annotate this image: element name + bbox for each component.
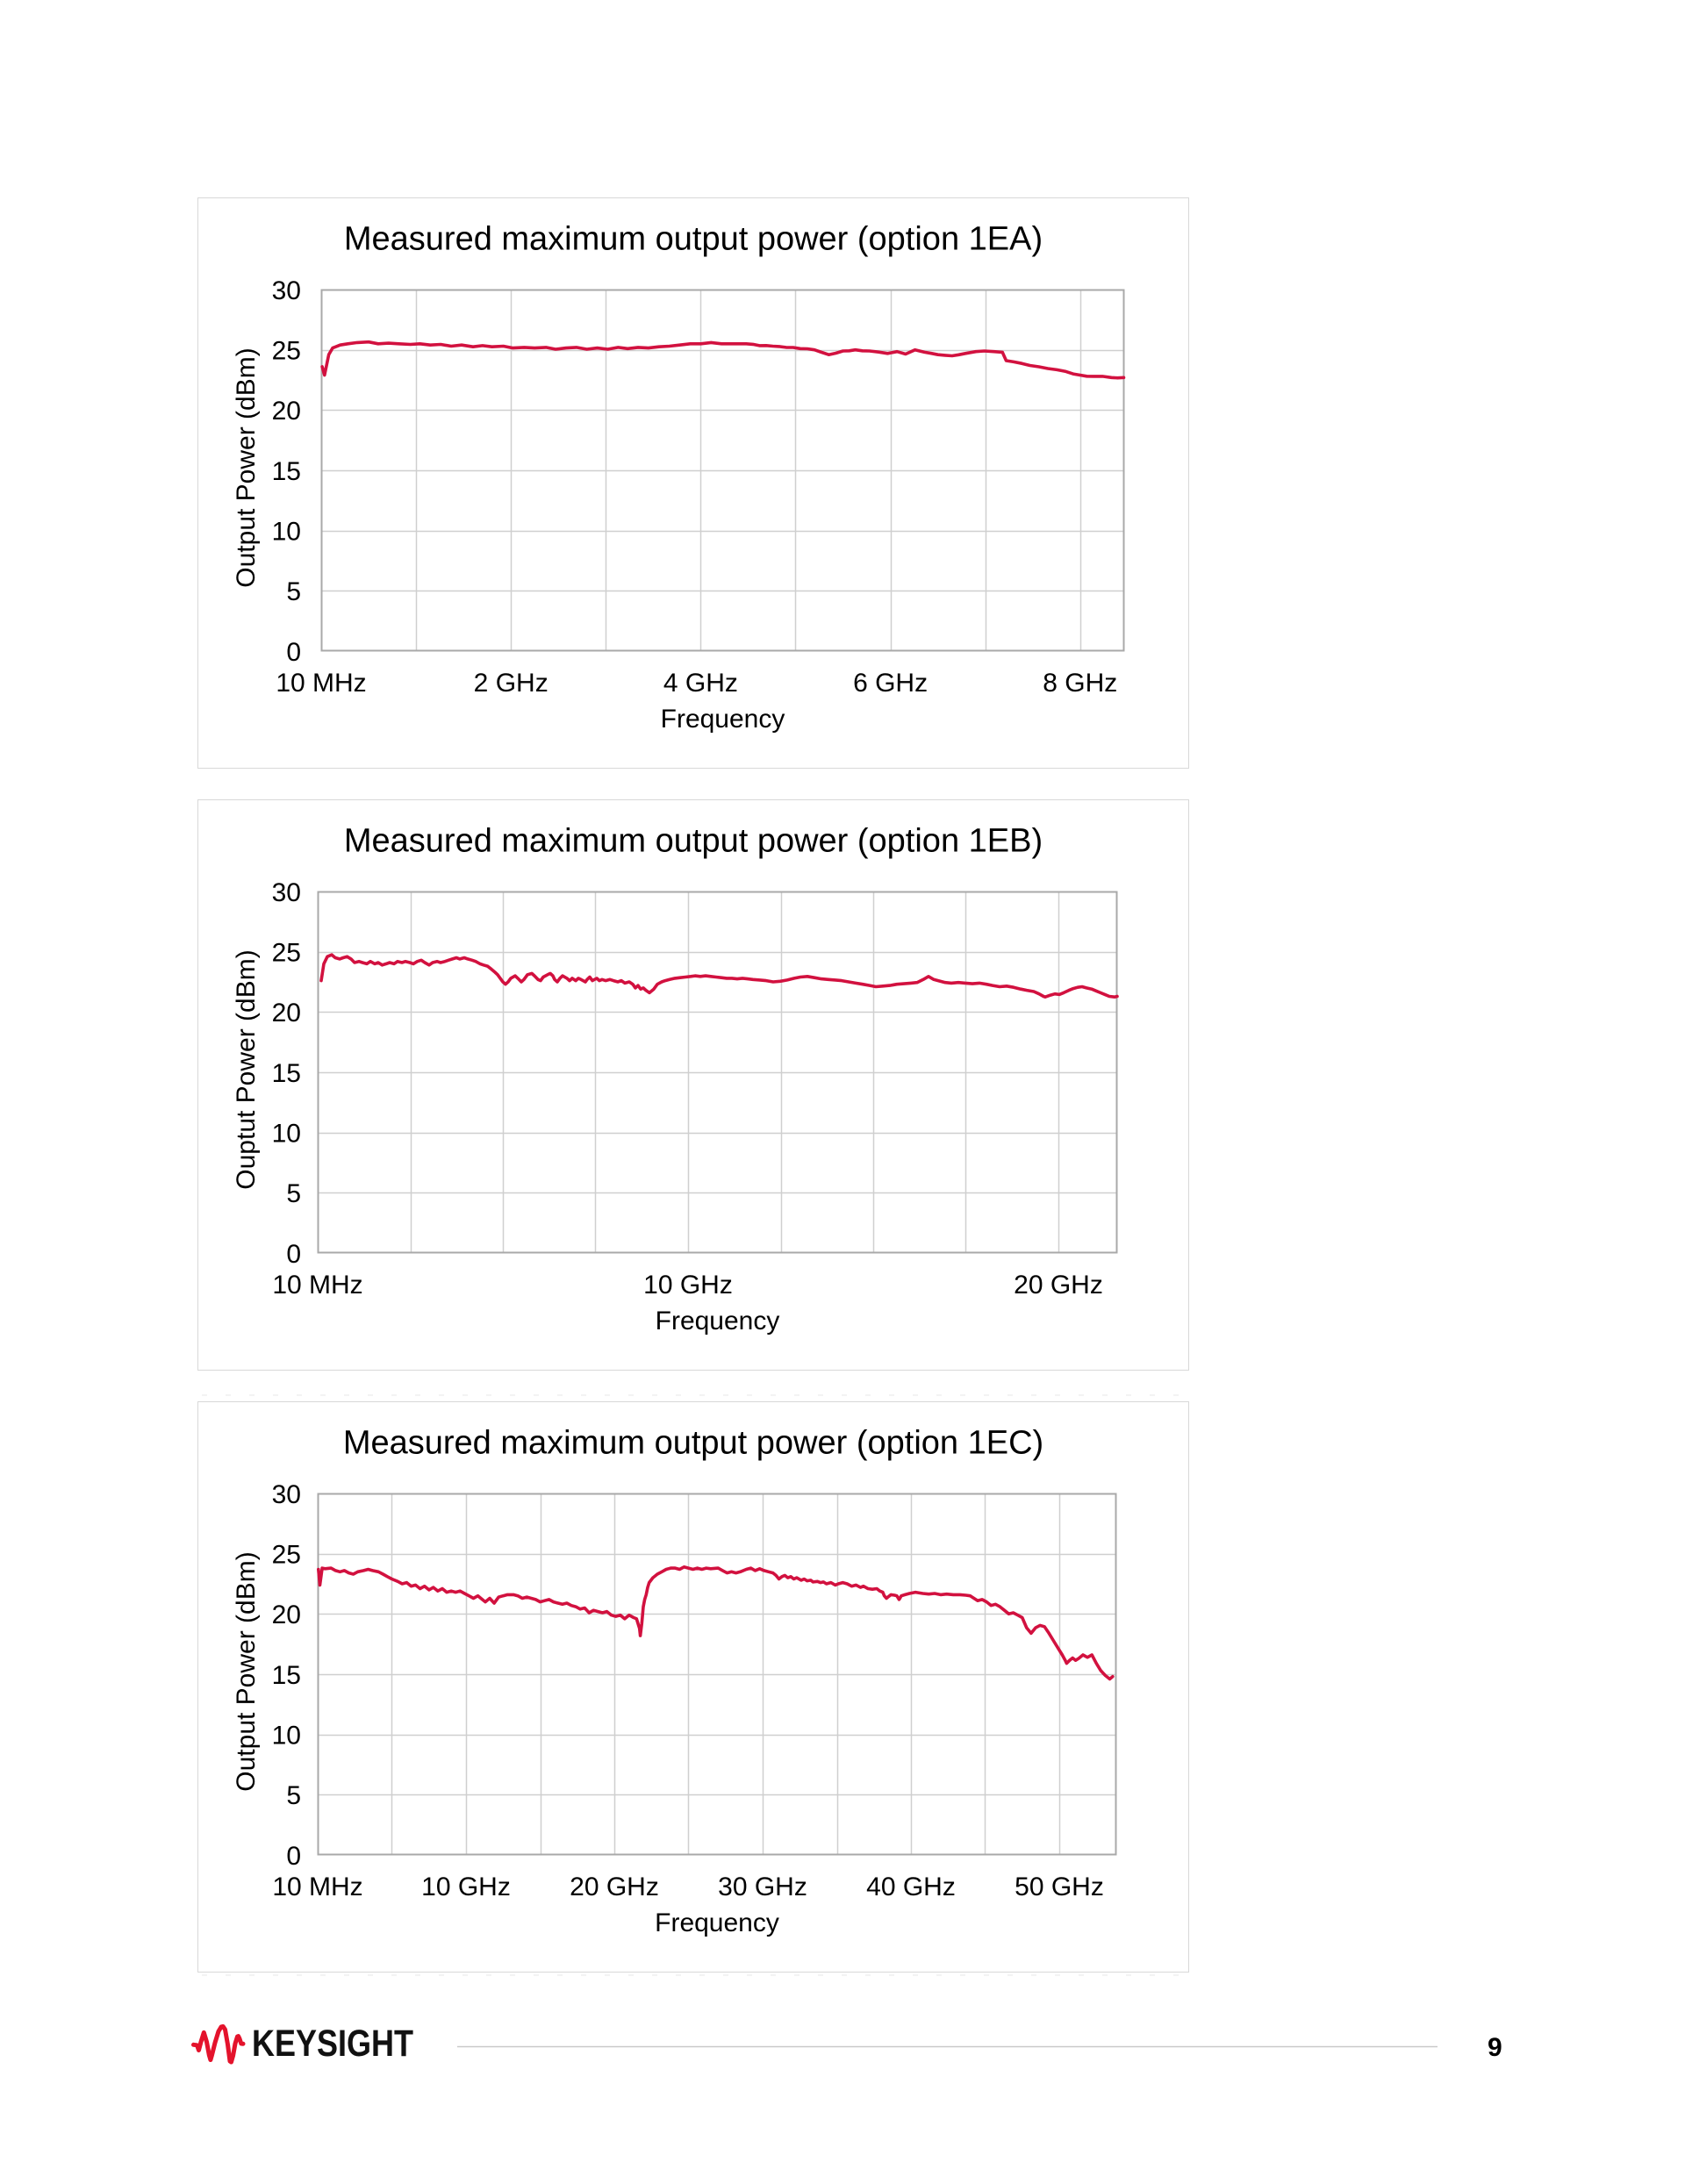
svg-text:10: 10: [272, 1120, 301, 1149]
svg-text:5: 5: [286, 577, 301, 606]
svg-text:KEYSIGHT: KEYSIGHT: [252, 2023, 413, 2065]
svg-text:5: 5: [286, 1781, 301, 1810]
svg-text:Output Power (dBm): Output Power (dBm): [232, 1551, 261, 1791]
svg-text:9: 9: [1488, 2033, 1502, 2062]
svg-text:2 GHz: 2 GHz: [474, 669, 549, 698]
svg-text:20: 20: [272, 397, 301, 426]
svg-text:30: 30: [272, 276, 301, 305]
svg-text:15: 15: [272, 1661, 301, 1690]
svg-text:10 GHz: 10 GHz: [643, 1271, 733, 1300]
svg-text:0: 0: [286, 1240, 301, 1269]
svg-text:Measured maximum output power: Measured maximum output power (option 1E…: [344, 221, 1043, 258]
svg-text:10 MHz: 10 MHz: [276, 669, 366, 698]
svg-text:50 GHz: 50 GHz: [1015, 1873, 1104, 1901]
svg-text:10 GHz: 10 GHz: [421, 1873, 511, 1901]
svg-text:25: 25: [272, 939, 301, 968]
svg-text:Measured maximum output power: Measured maximum output power (option 1E…: [344, 823, 1043, 860]
svg-text:30: 30: [272, 1480, 301, 1509]
svg-text:20 GHz: 20 GHz: [570, 1873, 659, 1901]
svg-text:8 GHz: 8 GHz: [1043, 669, 1117, 698]
svg-text:Frequency: Frequency: [661, 705, 785, 734]
svg-text:10: 10: [272, 518, 301, 547]
svg-text:10 MHz: 10 MHz: [272, 1271, 362, 1300]
svg-text:20: 20: [272, 1600, 301, 1629]
svg-text:25: 25: [272, 337, 301, 366]
svg-text:Frequency: Frequency: [655, 1908, 779, 1937]
svg-text:10: 10: [272, 1722, 301, 1751]
svg-text:40 GHz: 40 GHz: [866, 1873, 956, 1901]
svg-text:25: 25: [272, 1541, 301, 1570]
svg-text:0: 0: [286, 1842, 301, 1871]
svg-text:20: 20: [272, 999, 301, 1028]
svg-text:Output Power (dBm): Output Power (dBm): [232, 347, 261, 587]
svg-text:Frequency: Frequency: [656, 1307, 780, 1335]
svg-text:20 GHz: 20 GHz: [1014, 1271, 1103, 1300]
svg-text:Ouptut Power (dBm): Ouptut Power (dBm): [232, 949, 261, 1189]
svg-text:15: 15: [272, 457, 301, 486]
svg-text:15: 15: [272, 1059, 301, 1088]
svg-text:Measured maximum output power: Measured maximum output power (option 1E…: [343, 1425, 1043, 1462]
svg-text:10 MHz: 10 MHz: [272, 1873, 362, 1901]
svg-text:5: 5: [286, 1179, 301, 1208]
svg-text:30 GHz: 30 GHz: [718, 1873, 807, 1901]
svg-text:4 GHz: 4 GHz: [663, 669, 738, 698]
svg-text:6 GHz: 6 GHz: [853, 669, 928, 698]
svg-text:0: 0: [286, 638, 301, 667]
svg-text:30: 30: [272, 878, 301, 907]
